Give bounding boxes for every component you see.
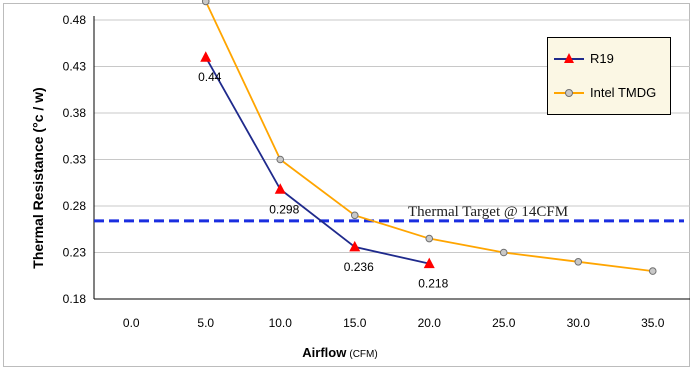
- x-tick-label: 15.0: [343, 316, 367, 330]
- data-label: 0.236: [344, 260, 374, 274]
- y-tick-label: 0.28: [63, 199, 87, 213]
- y-tick-label: 0.48: [63, 13, 87, 27]
- data-point-intel-tmdg: [276, 155, 285, 164]
- legend-label-intel-tmdg: Intel TMDG: [590, 85, 657, 100]
- legend-swatch-intel-tmdg: [554, 89, 584, 97]
- data-point-intel-tmdg: [201, 0, 210, 6]
- y-tick-label: 0.18: [63, 292, 87, 306]
- x-axis-label: Airflow (CFM): [240, 345, 440, 360]
- x-tick-label: 10.0: [269, 316, 293, 330]
- legend-swatch-r19: [554, 53, 584, 63]
- data-point-intel-tmdg: [350, 211, 359, 220]
- data-point-r19: [200, 51, 212, 62]
- data-point-r19: [423, 257, 435, 269]
- x-tick-label: 20.0: [418, 316, 442, 330]
- y-tick-label: 0.43: [63, 60, 87, 74]
- x-tick-label: 35.0: [641, 316, 665, 330]
- data-label: 0.298: [269, 202, 299, 216]
- data-point-r19: [274, 183, 286, 194]
- data-label: 0.44: [198, 70, 222, 84]
- x-axis-unit: (CFM): [349, 349, 378, 360]
- x-tick-label: 0.0: [123, 316, 140, 330]
- y-tick-label: 0.23: [63, 246, 87, 260]
- x-tick-label: 25.0: [492, 316, 516, 330]
- y-tick-label: 0.38: [63, 106, 87, 120]
- data-point-intel-tmdg: [425, 234, 434, 243]
- data-point-intel-tmdg: [574, 258, 583, 266]
- legend-item-intel-tmdg: Intel TMDG: [554, 84, 670, 102]
- data-point-r19: [349, 240, 361, 252]
- y-tick-label: 0.33: [63, 153, 87, 167]
- legend: R19 Intel TMDG: [547, 37, 671, 115]
- x-tick-label: 5.0: [197, 316, 214, 330]
- data-label: 0.218: [418, 277, 448, 291]
- thermal-target-label: Thermal Target @ 14CFM: [408, 204, 568, 220]
- y-axis-label: Thermal Resistance (°c / w): [30, 87, 46, 269]
- x-axis-label-text: Airflow: [302, 345, 347, 360]
- data-point-intel-tmdg: [648, 267, 657, 275]
- legend-item-r19: R19: [554, 50, 670, 68]
- data-point-intel-tmdg: [499, 248, 508, 257]
- series-line-r19: [204, 56, 430, 265]
- x-tick-label: 30.0: [567, 316, 591, 330]
- legend-label-r19: R19: [590, 51, 614, 66]
